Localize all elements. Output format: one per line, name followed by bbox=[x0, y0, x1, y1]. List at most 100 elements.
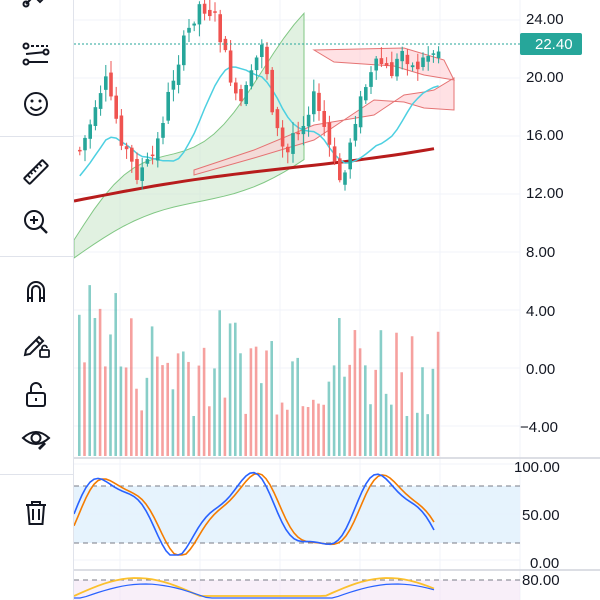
price-tick: 16.00 bbox=[526, 127, 564, 144]
candle-body bbox=[104, 76, 108, 90]
volume-bar bbox=[358, 348, 362, 456]
candle-body bbox=[213, 11, 217, 13]
candle-body bbox=[130, 147, 134, 162]
pattern-tool-button[interactable] bbox=[14, 0, 58, 26]
candle-body bbox=[109, 72, 113, 97]
volume-bar bbox=[353, 330, 357, 456]
volume-bar bbox=[426, 414, 429, 456]
candle-body bbox=[124, 146, 129, 150]
ruler-tool-button[interactable] bbox=[14, 152, 58, 192]
volume-bar bbox=[78, 314, 81, 456]
volume-bar bbox=[166, 362, 169, 456]
volume-bar bbox=[83, 362, 86, 456]
volume-bar bbox=[416, 412, 419, 456]
volume-bar bbox=[130, 318, 133, 456]
volume-bar bbox=[182, 351, 185, 456]
volume-bar bbox=[176, 353, 180, 456]
candle-body bbox=[343, 172, 347, 185]
trash-button[interactable] bbox=[14, 492, 58, 532]
volume-bar bbox=[317, 403, 320, 456]
rsi-band bbox=[74, 580, 520, 600]
price-tick: 12.00 bbox=[526, 185, 564, 202]
volume-bar bbox=[114, 293, 117, 456]
volume-bar bbox=[327, 381, 331, 456]
price-tick: 8.00 bbox=[526, 244, 555, 261]
prediction-tool-button[interactable] bbox=[14, 34, 58, 74]
candle-body bbox=[405, 54, 410, 65]
eye-button[interactable] bbox=[14, 418, 58, 458]
chart-area[interactable]: 24.00 20.00 16.00 12.00 8.00 4.00 0.00 −… bbox=[74, 0, 600, 600]
stochastic-d-line bbox=[74, 472, 435, 556]
candle-body bbox=[369, 72, 373, 87]
candle-body bbox=[379, 58, 384, 65]
candle-body bbox=[301, 125, 306, 135]
candle-body bbox=[234, 82, 238, 94]
current-price-label: 22.40 bbox=[535, 36, 573, 53]
volume-bar bbox=[348, 364, 351, 456]
rsi-tick: 80.00 bbox=[522, 572, 560, 589]
long-moving-average-line bbox=[74, 147, 435, 203]
volume-bar bbox=[208, 406, 211, 456]
volume-bar bbox=[249, 348, 253, 456]
volume-bar bbox=[421, 367, 424, 456]
price-tick: 20.00 bbox=[526, 69, 564, 86]
trash-icon bbox=[26, 501, 46, 525]
candle-body bbox=[275, 109, 280, 129]
prediction-tool-icon bbox=[22, 42, 50, 66]
candle-body bbox=[197, 4, 202, 25]
magnet-icon bbox=[27, 281, 45, 302]
candle-body bbox=[353, 123, 358, 141]
candlesticks bbox=[78, 0, 441, 191]
price-tick: 4.00 bbox=[526, 303, 555, 320]
current-price-tag bbox=[520, 33, 582, 55]
toolbar-divider bbox=[0, 136, 73, 137]
unlock-button[interactable] bbox=[14, 374, 58, 414]
candle-body bbox=[410, 65, 415, 68]
stochastic-tick: 50.00 bbox=[522, 507, 560, 524]
candle-body bbox=[83, 137, 87, 151]
candle-body bbox=[265, 46, 269, 75]
candle-body bbox=[228, 50, 233, 83]
volume-bar bbox=[322, 404, 325, 456]
price-tick: −4.00 bbox=[520, 419, 558, 436]
candle-body bbox=[218, 14, 222, 43]
zoom-in-icon bbox=[24, 210, 48, 234]
candle-body bbox=[192, 23, 196, 26]
volume-bar bbox=[192, 415, 195, 456]
volume-bar bbox=[379, 330, 383, 456]
volume-bar bbox=[140, 410, 143, 456]
magnet-button[interactable] bbox=[14, 272, 58, 312]
candle-body bbox=[390, 62, 394, 77]
eye-icon bbox=[21, 431, 51, 450]
volume-bar bbox=[291, 361, 294, 456]
volume-bar bbox=[400, 372, 403, 456]
volume-bar bbox=[280, 402, 284, 456]
candle-body bbox=[119, 115, 124, 146]
candle-body bbox=[400, 50, 404, 62]
volume-bar bbox=[436, 331, 440, 456]
candle-body bbox=[161, 122, 165, 138]
volume-bar bbox=[265, 350, 268, 456]
candle-body bbox=[426, 56, 430, 62]
volume-bar bbox=[223, 397, 227, 456]
volume-bar bbox=[296, 357, 299, 456]
unlock-icon bbox=[26, 382, 46, 407]
lock-drawing-button[interactable] bbox=[14, 324, 58, 364]
volume-bar bbox=[410, 336, 414, 456]
price-tick: 24.00 bbox=[526, 11, 564, 28]
volume-bar bbox=[260, 383, 263, 456]
candle-body bbox=[291, 133, 295, 154]
price-axis[interactable]: 24.00 20.00 16.00 12.00 8.00 4.00 0.00 −… bbox=[514, 11, 582, 589]
candle-body bbox=[338, 158, 342, 181]
candle-body bbox=[166, 91, 170, 121]
candle-body bbox=[286, 146, 290, 153]
volume-bar bbox=[197, 365, 201, 456]
volume-bar bbox=[228, 323, 232, 456]
zoom-in-button[interactable] bbox=[14, 202, 58, 242]
volume-bar bbox=[93, 317, 97, 456]
candle-body bbox=[78, 149, 82, 152]
volume-bar bbox=[374, 369, 377, 456]
emoji-tool-button[interactable] bbox=[14, 84, 58, 124]
stochastic-band bbox=[74, 486, 520, 543]
volume-bar bbox=[213, 368, 216, 456]
